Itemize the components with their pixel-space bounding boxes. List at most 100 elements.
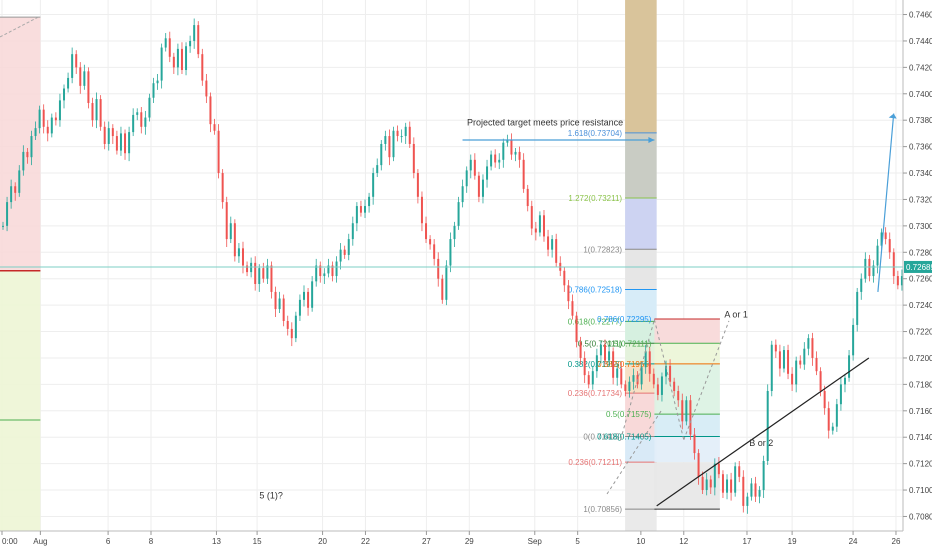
- candle-body: [201, 54, 204, 81]
- candle-body: [274, 291, 277, 310]
- candle-body: [449, 239, 452, 266]
- candle-body: [282, 298, 285, 321]
- candle-body: [205, 80, 208, 97]
- fib-retrace-band: [654, 414, 720, 437]
- candle-body: [237, 248, 240, 257]
- candle-body: [481, 179, 484, 197]
- x-tick-label: 0:00: [2, 537, 18, 546]
- candle-body: [705, 479, 708, 491]
- candle-body: [278, 298, 281, 310]
- candle-body: [819, 371, 822, 391]
- candle-body: [111, 128, 114, 137]
- candle-body: [652, 373, 655, 385]
- candle-body: [384, 136, 387, 144]
- candle-body: [770, 344, 773, 391]
- candle-body: [827, 408, 830, 431]
- x-tick-label: 22: [361, 537, 370, 546]
- candle-body: [294, 315, 297, 339]
- candle-body: [669, 365, 672, 382]
- candle-body: [343, 249, 346, 255]
- candle-body: [372, 173, 375, 197]
- fib-band: [625, 289, 657, 322]
- candle-body: [63, 88, 66, 101]
- candle-body: [730, 479, 733, 493]
- candle-body: [762, 460, 765, 491]
- candle-body: [339, 249, 342, 262]
- candle-body: [750, 483, 753, 497]
- candle-body: [22, 151, 25, 171]
- candle-body: [713, 463, 716, 488]
- fib-band: [625, 0, 657, 133]
- candle-body: [583, 357, 586, 376]
- candle-body: [209, 96, 212, 125]
- fib-level-label: 0.5(0.72111): [578, 339, 623, 348]
- candle-body: [526, 188, 529, 207]
- candle-body: [795, 360, 798, 385]
- candle-body: [140, 112, 143, 127]
- candle-body: [34, 128, 37, 137]
- fib-level-label: 1.618(0.73704): [568, 129, 623, 138]
- annotation-wave5: 5 (1)?: [259, 491, 283, 501]
- candle-body: [717, 463, 720, 475]
- candle-body: [839, 384, 842, 405]
- candle-body: [408, 126, 411, 144]
- candle-body: [323, 273, 326, 277]
- candle-body: [376, 165, 379, 174]
- zone-red: [0, 17, 41, 271]
- fib-band: [625, 198, 657, 250]
- candle-body: [412, 143, 415, 174]
- candle-body: [311, 281, 314, 308]
- candle-body: [624, 384, 627, 391]
- candle-body: [514, 151, 517, 155]
- candle-body: [868, 258, 871, 277]
- candle-body: [599, 344, 602, 356]
- candle-body: [400, 136, 403, 138]
- candle-body: [307, 291, 310, 308]
- candle-body: [453, 225, 456, 240]
- candle-body: [608, 351, 611, 361]
- wave-dash-1: [606, 410, 662, 495]
- projection-arrow: [877, 113, 895, 292]
- fib-band: [625, 132, 657, 199]
- y-axis-background: [903, 0, 932, 550]
- candle-body: [286, 320, 289, 329]
- candle-body: [742, 476, 745, 506]
- annotation-a-or-1: A or 1: [724, 310, 748, 320]
- candle-body: [766, 390, 769, 461]
- candle-body: [79, 67, 82, 86]
- candle-body: [502, 142, 505, 160]
- x-tick-label: Aug: [33, 537, 47, 546]
- projection-arrow-head: [888, 113, 897, 119]
- candle-body: [591, 371, 594, 385]
- candle-body: [612, 351, 615, 378]
- fib-level-label: 0.618(0.72277): [568, 317, 623, 326]
- candle-body: [721, 474, 724, 493]
- candle-body: [103, 126, 106, 144]
- candle-body: [347, 239, 350, 255]
- candle-body: [697, 453, 700, 477]
- candle-body: [884, 232, 887, 240]
- candle-body: [404, 126, 407, 137]
- x-tick-label: 15: [253, 537, 262, 546]
- candle-body: [746, 496, 749, 506]
- candle-body: [860, 278, 863, 292]
- candle-body: [628, 381, 631, 391]
- candle-body: [246, 265, 249, 273]
- candle-body: [262, 268, 265, 279]
- candle-body: [258, 268, 261, 284]
- candle-body: [30, 136, 33, 158]
- fib-band: [625, 393, 657, 437]
- candle-body: [351, 223, 354, 240]
- fib-level-label: 1.272(0.73211): [568, 194, 622, 203]
- current-price-label: 0.72689: [906, 263, 932, 272]
- candle-body: [673, 381, 676, 391]
